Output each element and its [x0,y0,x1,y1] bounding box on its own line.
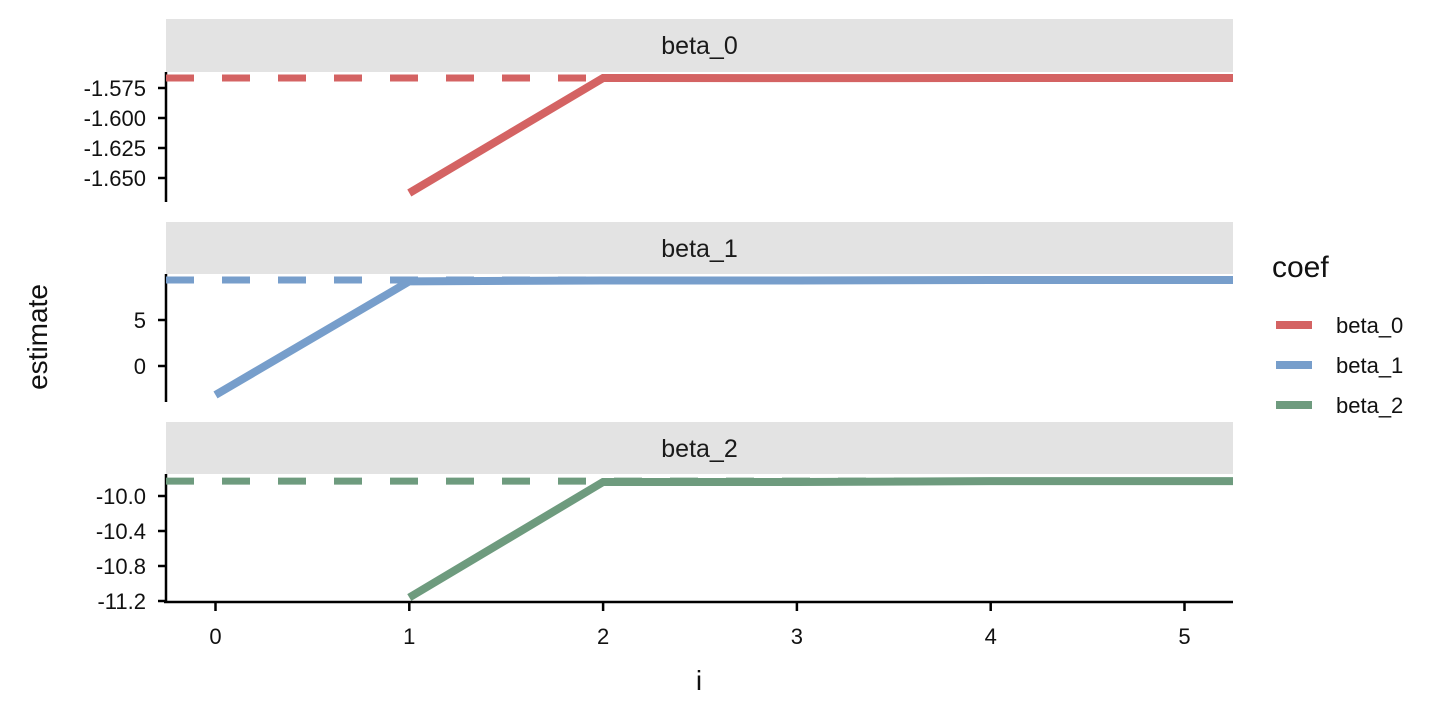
y-tick-label: 5 [134,308,146,333]
legend-swatch [1276,401,1312,409]
facet-panels: beta_0-1.575-1.600-1.625-1.650beta_150be… [84,19,1233,614]
y-tick-label: -10.0 [96,484,146,509]
panel-beta_1: beta_1 5 0 [134,222,1233,402]
legend-item-beta_2: beta_2 [1276,393,1403,418]
x-tick-label: 0 [209,624,221,649]
x-axis: 0 1 2 3 4 5 [164,600,1233,649]
y-tick-label: -1.650 [84,166,146,191]
strip-label: beta_2 [661,435,737,463]
panel-beta_2: beta_2 -10.0 -10.4 -10.8 -11.2 [96,422,1233,614]
x-tick-label: 1 [403,624,415,649]
strip-background [166,222,1233,274]
x-tick-label: 5 [1178,624,1190,649]
legend-label: beta_1 [1336,353,1403,378]
legend-item-beta_1: beta_1 [1276,353,1403,378]
strip-label: beta_1 [661,235,737,263]
legend-item-beta_0: beta_0 [1276,313,1403,338]
y-tick-label: -10.4 [96,519,146,544]
x-tick-label: 4 [985,624,997,649]
x-axis-title: i [696,665,702,696]
estimate-line [407,74,1233,197]
x-tick-label: 2 [597,624,609,649]
legend-label: beta_0 [1336,313,1403,338]
y-axis-title: estimate [22,284,53,390]
strip-background [166,422,1233,474]
strip-background [166,19,1233,72]
legend: coef beta_0 beta_1 beta_2 [1272,251,1403,418]
y-tick-label: -1.575 [84,76,146,101]
legend-swatch [1276,361,1312,369]
strip-label: beta_0 [661,32,737,60]
y-tick-label: -1.600 [84,106,146,131]
legend-label: beta_2 [1336,393,1403,418]
y-tick-label: -1.625 [84,136,146,161]
legend-title: coef [1272,251,1329,284]
legend-entries: beta_0 beta_1 beta_2 [1276,313,1403,418]
y-tick-label: 0 [134,354,146,379]
x-tick-label: 3 [791,624,803,649]
panel-beta_0: beta_0 -1.575 -1.600 -1.625 -1.650 [84,19,1233,202]
estimate-line [213,275,1233,399]
y-tick-label: -11.2 [97,589,146,614]
y-tick-label: -10.8 [96,554,146,579]
legend-swatch [1276,321,1312,329]
estimate-line [407,477,1233,601]
